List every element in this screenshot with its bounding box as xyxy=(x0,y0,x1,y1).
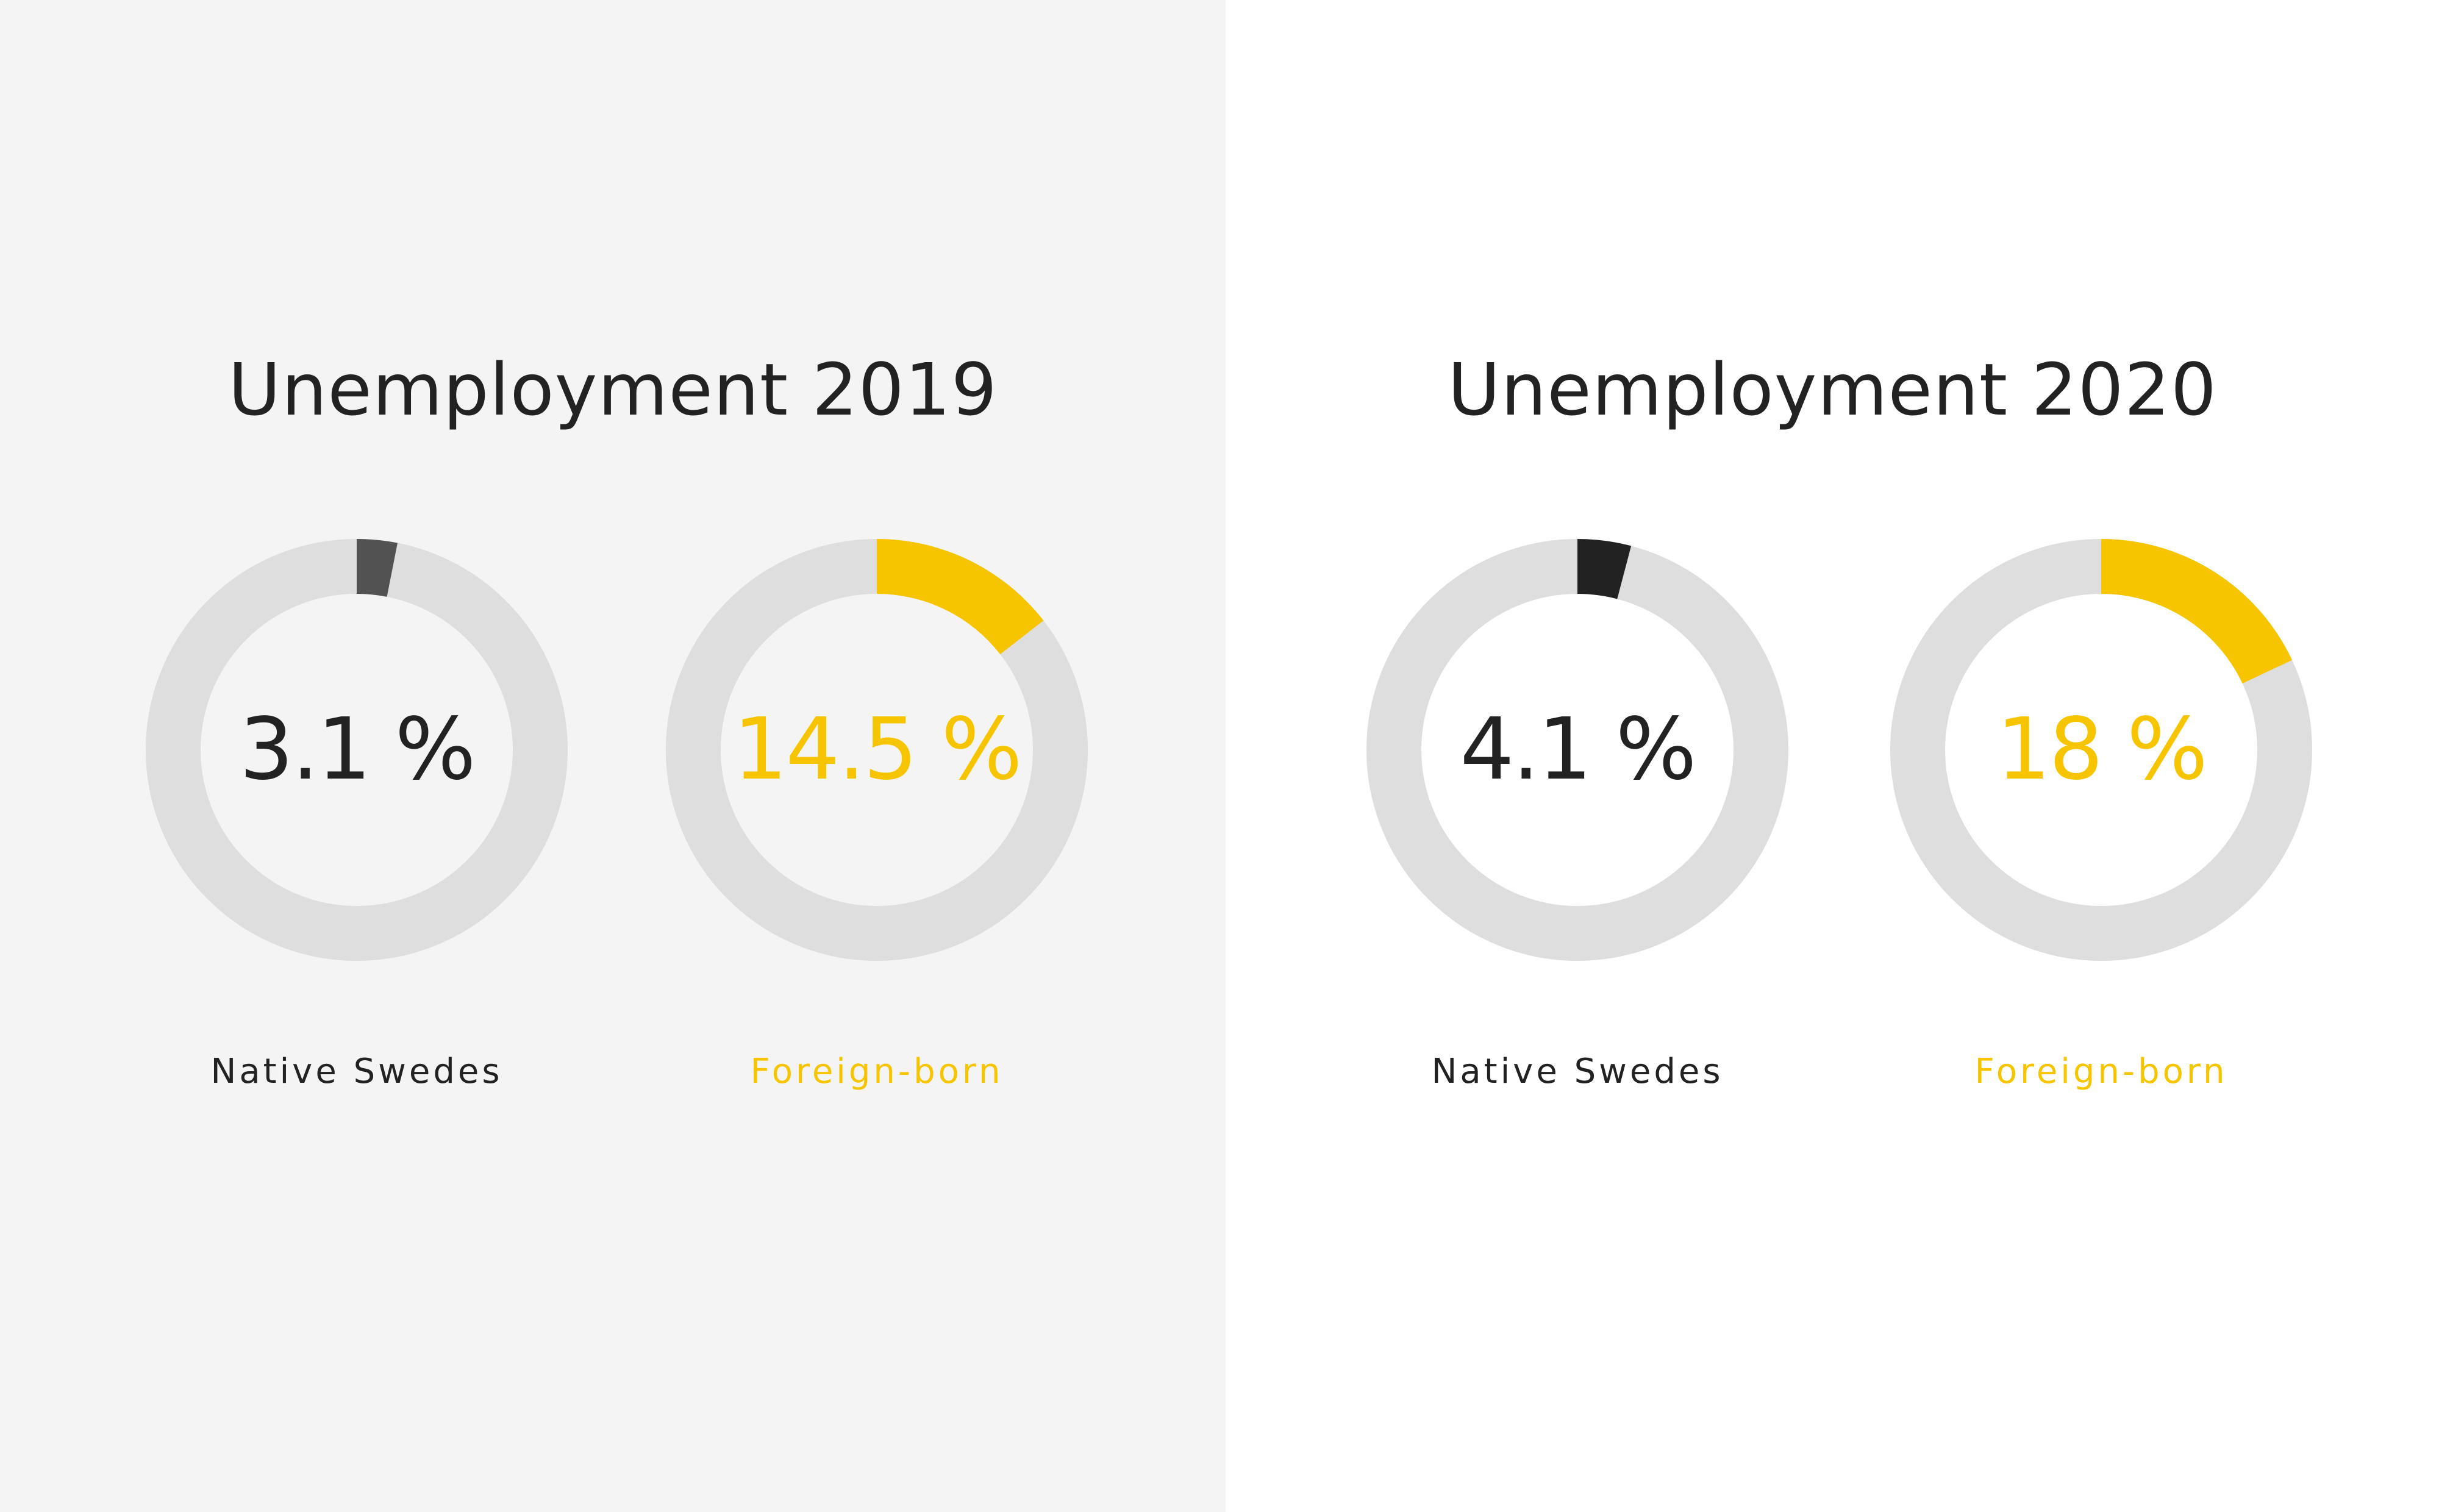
legend-label: Foreign-born xyxy=(750,1052,1004,1091)
donut-svg xyxy=(146,539,568,961)
legend-label: Native Swedes xyxy=(1431,1052,1724,1091)
value-label: 4.1 % xyxy=(1460,700,1696,799)
donut-segment xyxy=(877,539,1044,655)
chart-title: Unemployment 2020 xyxy=(1448,348,2217,432)
donut-svg xyxy=(1890,539,2312,961)
donut-segment xyxy=(2101,539,2293,684)
donut-native-2019: 3.1 % xyxy=(143,537,570,963)
donut-segment xyxy=(357,539,398,597)
panel-2020: Unemployment 2020 4.1 % Native Swedes 18… xyxy=(1226,0,2439,1512)
donut-foreign-2020: 18 % xyxy=(1888,537,2315,963)
donut-svg xyxy=(1366,539,1788,961)
legend-label: Foreign-born xyxy=(1974,1052,2228,1091)
legend-label: Native Swedes xyxy=(210,1052,503,1091)
donut-native-2020: 4.1 % xyxy=(1364,537,1791,963)
value-label: 14.5 % xyxy=(733,700,1022,799)
value-label: 3.1 % xyxy=(239,700,476,799)
panel-2019: Unemployment 2019 3.1 % Native Swedes 14… xyxy=(0,0,1226,1512)
donut-foreign-2019: 14.5 % xyxy=(663,537,1090,963)
chart-title: Unemployment 2019 xyxy=(228,348,998,432)
donut-svg xyxy=(666,539,1088,961)
value-label: 18 % xyxy=(1996,700,2208,799)
donut-segment xyxy=(1577,539,1632,599)
